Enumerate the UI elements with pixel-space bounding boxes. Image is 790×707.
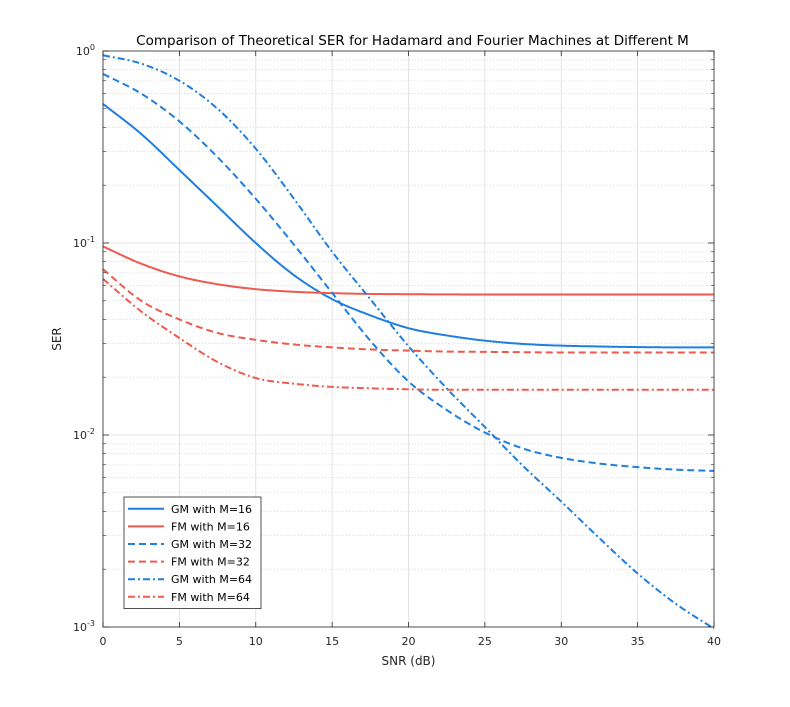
series-line-2 [102,245,714,296]
legend-entry: FM with M=32 [171,556,250,569]
axis-ticks: 0 5 10 15 20 25 30 35 40 10-3 10-2 10-1 100 [73,43,721,648]
legend-entry: FM with M=64 [171,591,250,604]
series-line-6 [102,278,714,391]
x-tick-label: 0 [100,635,107,648]
x-tick-label: 15 [325,635,339,648]
chart-title: Comparison of Theoretical SER for Hadama… [136,33,689,49]
x-tick-label: 5 [176,635,183,648]
legend-entry: FM with M=16 [171,520,250,533]
data-series [102,54,715,630]
x-tick-label: 30 [554,635,568,648]
legend-entry: GM with M=16 [171,503,252,516]
x-tick-label: 25 [478,635,492,648]
series-line-4 [102,268,714,354]
x-axis-label: SNR (dB) [382,654,436,668]
series-line-1 [102,103,714,349]
legend: GM with M=16 FM with M=16 GM with M=32 FM w… [123,496,262,609]
series-line-3 [102,72,715,472]
y-tick-label: 10-2 [73,427,95,442]
legend-entry: GM with M=32 [171,538,252,551]
x-tick-label: 40 [707,635,721,648]
legend-entry: GM with M=64 [171,573,252,586]
x-tick-label: 20 [402,635,416,648]
x-tick-label: 35 [631,635,645,648]
x-tick-label: 10 [249,635,263,648]
y-tick-label: 100 [76,43,95,58]
legend-box [123,496,262,609]
series-line-5 [102,54,715,630]
y-tick-label: 10-1 [73,235,95,250]
y-tick-label: 10-3 [73,619,95,634]
y-axis-label: SER [50,327,64,351]
